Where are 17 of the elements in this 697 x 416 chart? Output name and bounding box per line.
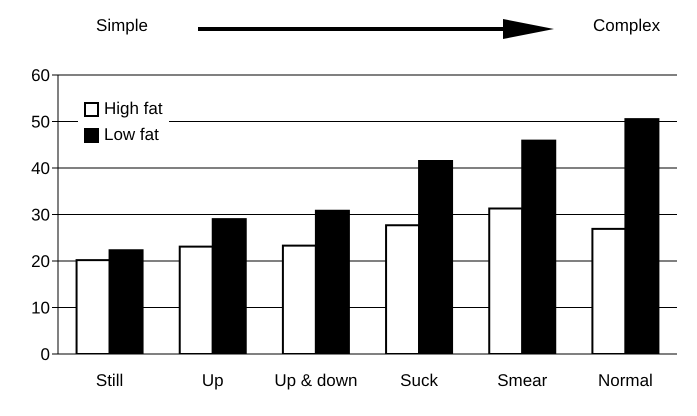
y-tick-label: 30 bbox=[31, 206, 50, 225]
y-tick-label: 0 bbox=[40, 345, 50, 364]
x-tick-label: Normal bbox=[598, 371, 653, 390]
legend-label: High fat bbox=[104, 98, 163, 120]
x-tick-label: Up & down bbox=[274, 371, 358, 390]
legend-label: Low fat bbox=[104, 124, 159, 146]
y-tick-label: 20 bbox=[31, 252, 50, 272]
y-tick-label: 10 bbox=[31, 298, 50, 318]
y-tick-label: 40 bbox=[31, 159, 50, 178]
y-tick-label: 50 bbox=[31, 112, 50, 132]
x-tick-label: Smear bbox=[497, 371, 548, 390]
x-tick-label: Up bbox=[202, 371, 224, 390]
x-tick-label: Still bbox=[96, 371, 124, 390]
x-tick-label: Suck bbox=[400, 371, 438, 390]
text: Simple bbox=[96, 16, 148, 36]
y-tick-label: 60 bbox=[31, 66, 50, 86]
text: Complex bbox=[593, 16, 660, 36]
